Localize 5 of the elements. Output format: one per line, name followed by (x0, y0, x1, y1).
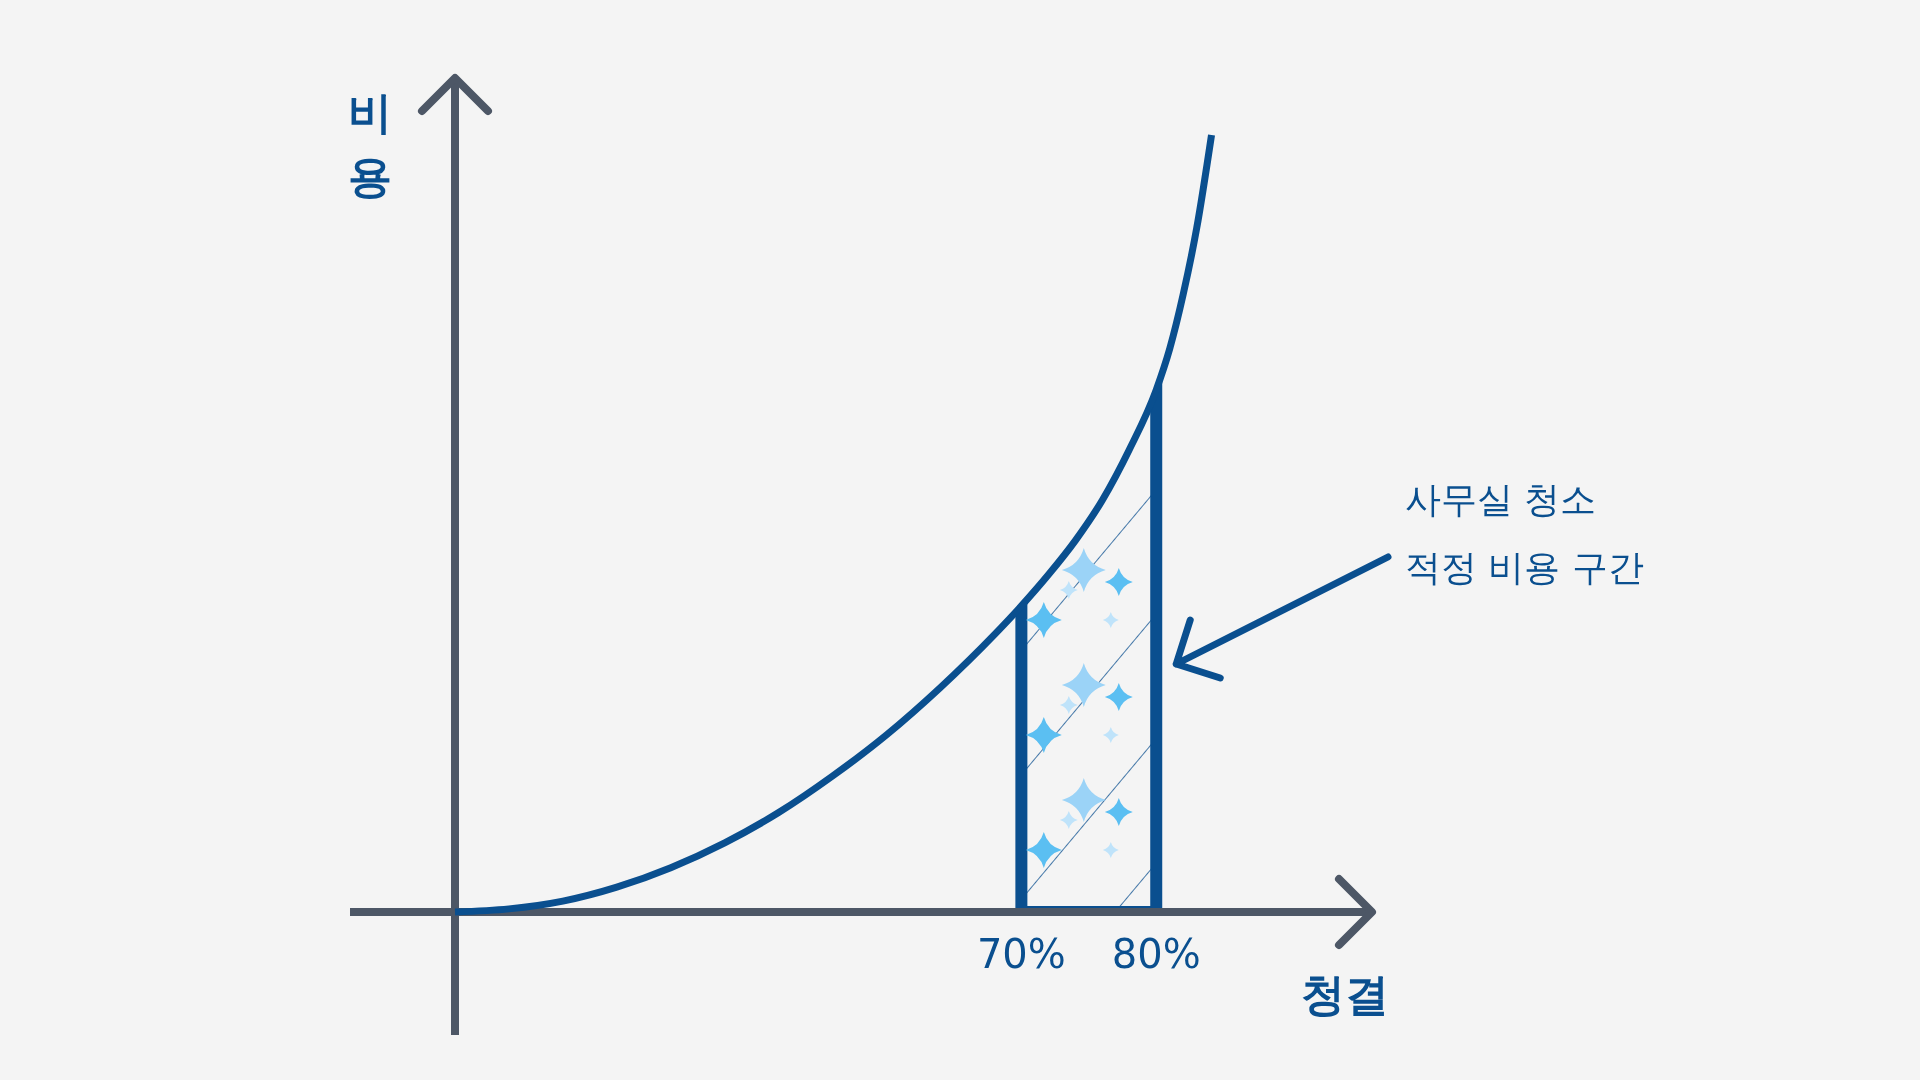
text: 사무실 청소 적정 비용 구간 (1405, 479, 1644, 588)
x-tick-label: 70% (976, 931, 1066, 977)
x-axis-title: 청결 (1301, 969, 1389, 1020)
y-axis-title: 비용 (348, 87, 392, 202)
x-tick-label: 80% (1111, 931, 1201, 977)
